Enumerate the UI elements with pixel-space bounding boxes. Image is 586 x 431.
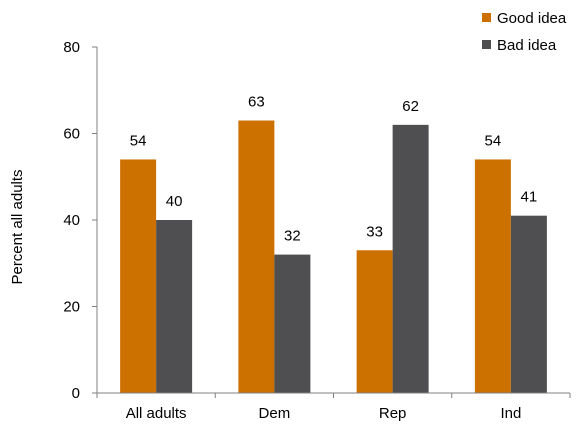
x-category-label: All adults <box>126 405 187 422</box>
y-tick-label: 60 <box>63 126 80 143</box>
x-category-label: Dem <box>259 405 291 422</box>
data-label: 62 <box>402 98 419 115</box>
bar <box>356 250 393 393</box>
data-label: 33 <box>366 223 383 240</box>
data-label: 54 <box>130 132 147 149</box>
data-label: 40 <box>166 193 183 210</box>
bar <box>120 159 157 393</box>
legend-swatch <box>482 40 491 49</box>
x-category-label: Rep <box>379 405 407 422</box>
bar <box>510 215 547 393</box>
y-tick-label: 80 <box>63 39 80 56</box>
y-tick-label: 0 <box>72 385 80 402</box>
data-label: 41 <box>521 189 538 206</box>
data-label: 63 <box>248 94 265 111</box>
y-axis: 0 20 40 60 80 <box>63 39 98 402</box>
x-category-label: Ind <box>500 405 521 422</box>
data-label: 32 <box>284 228 301 245</box>
y-tick-label: 20 <box>63 299 80 316</box>
legend-label: Bad idea <box>497 37 557 54</box>
data-label: 54 <box>485 132 502 149</box>
legend-swatch <box>482 13 491 22</box>
bar <box>274 254 311 393</box>
legend: Good idea Bad idea <box>482 10 567 54</box>
legend-label: Good idea <box>497 10 567 27</box>
y-tick-label: 40 <box>63 212 80 229</box>
y-axis-title: Percent all adults <box>9 169 26 284</box>
bar <box>474 159 511 393</box>
bars: 54 63 33 54 40 32 62 41 <box>120 94 547 394</box>
bar <box>392 124 429 393</box>
bar <box>238 120 275 394</box>
x-axis: All adults Dem Rep Ind <box>96 392 571 422</box>
bar <box>156 220 193 393</box>
